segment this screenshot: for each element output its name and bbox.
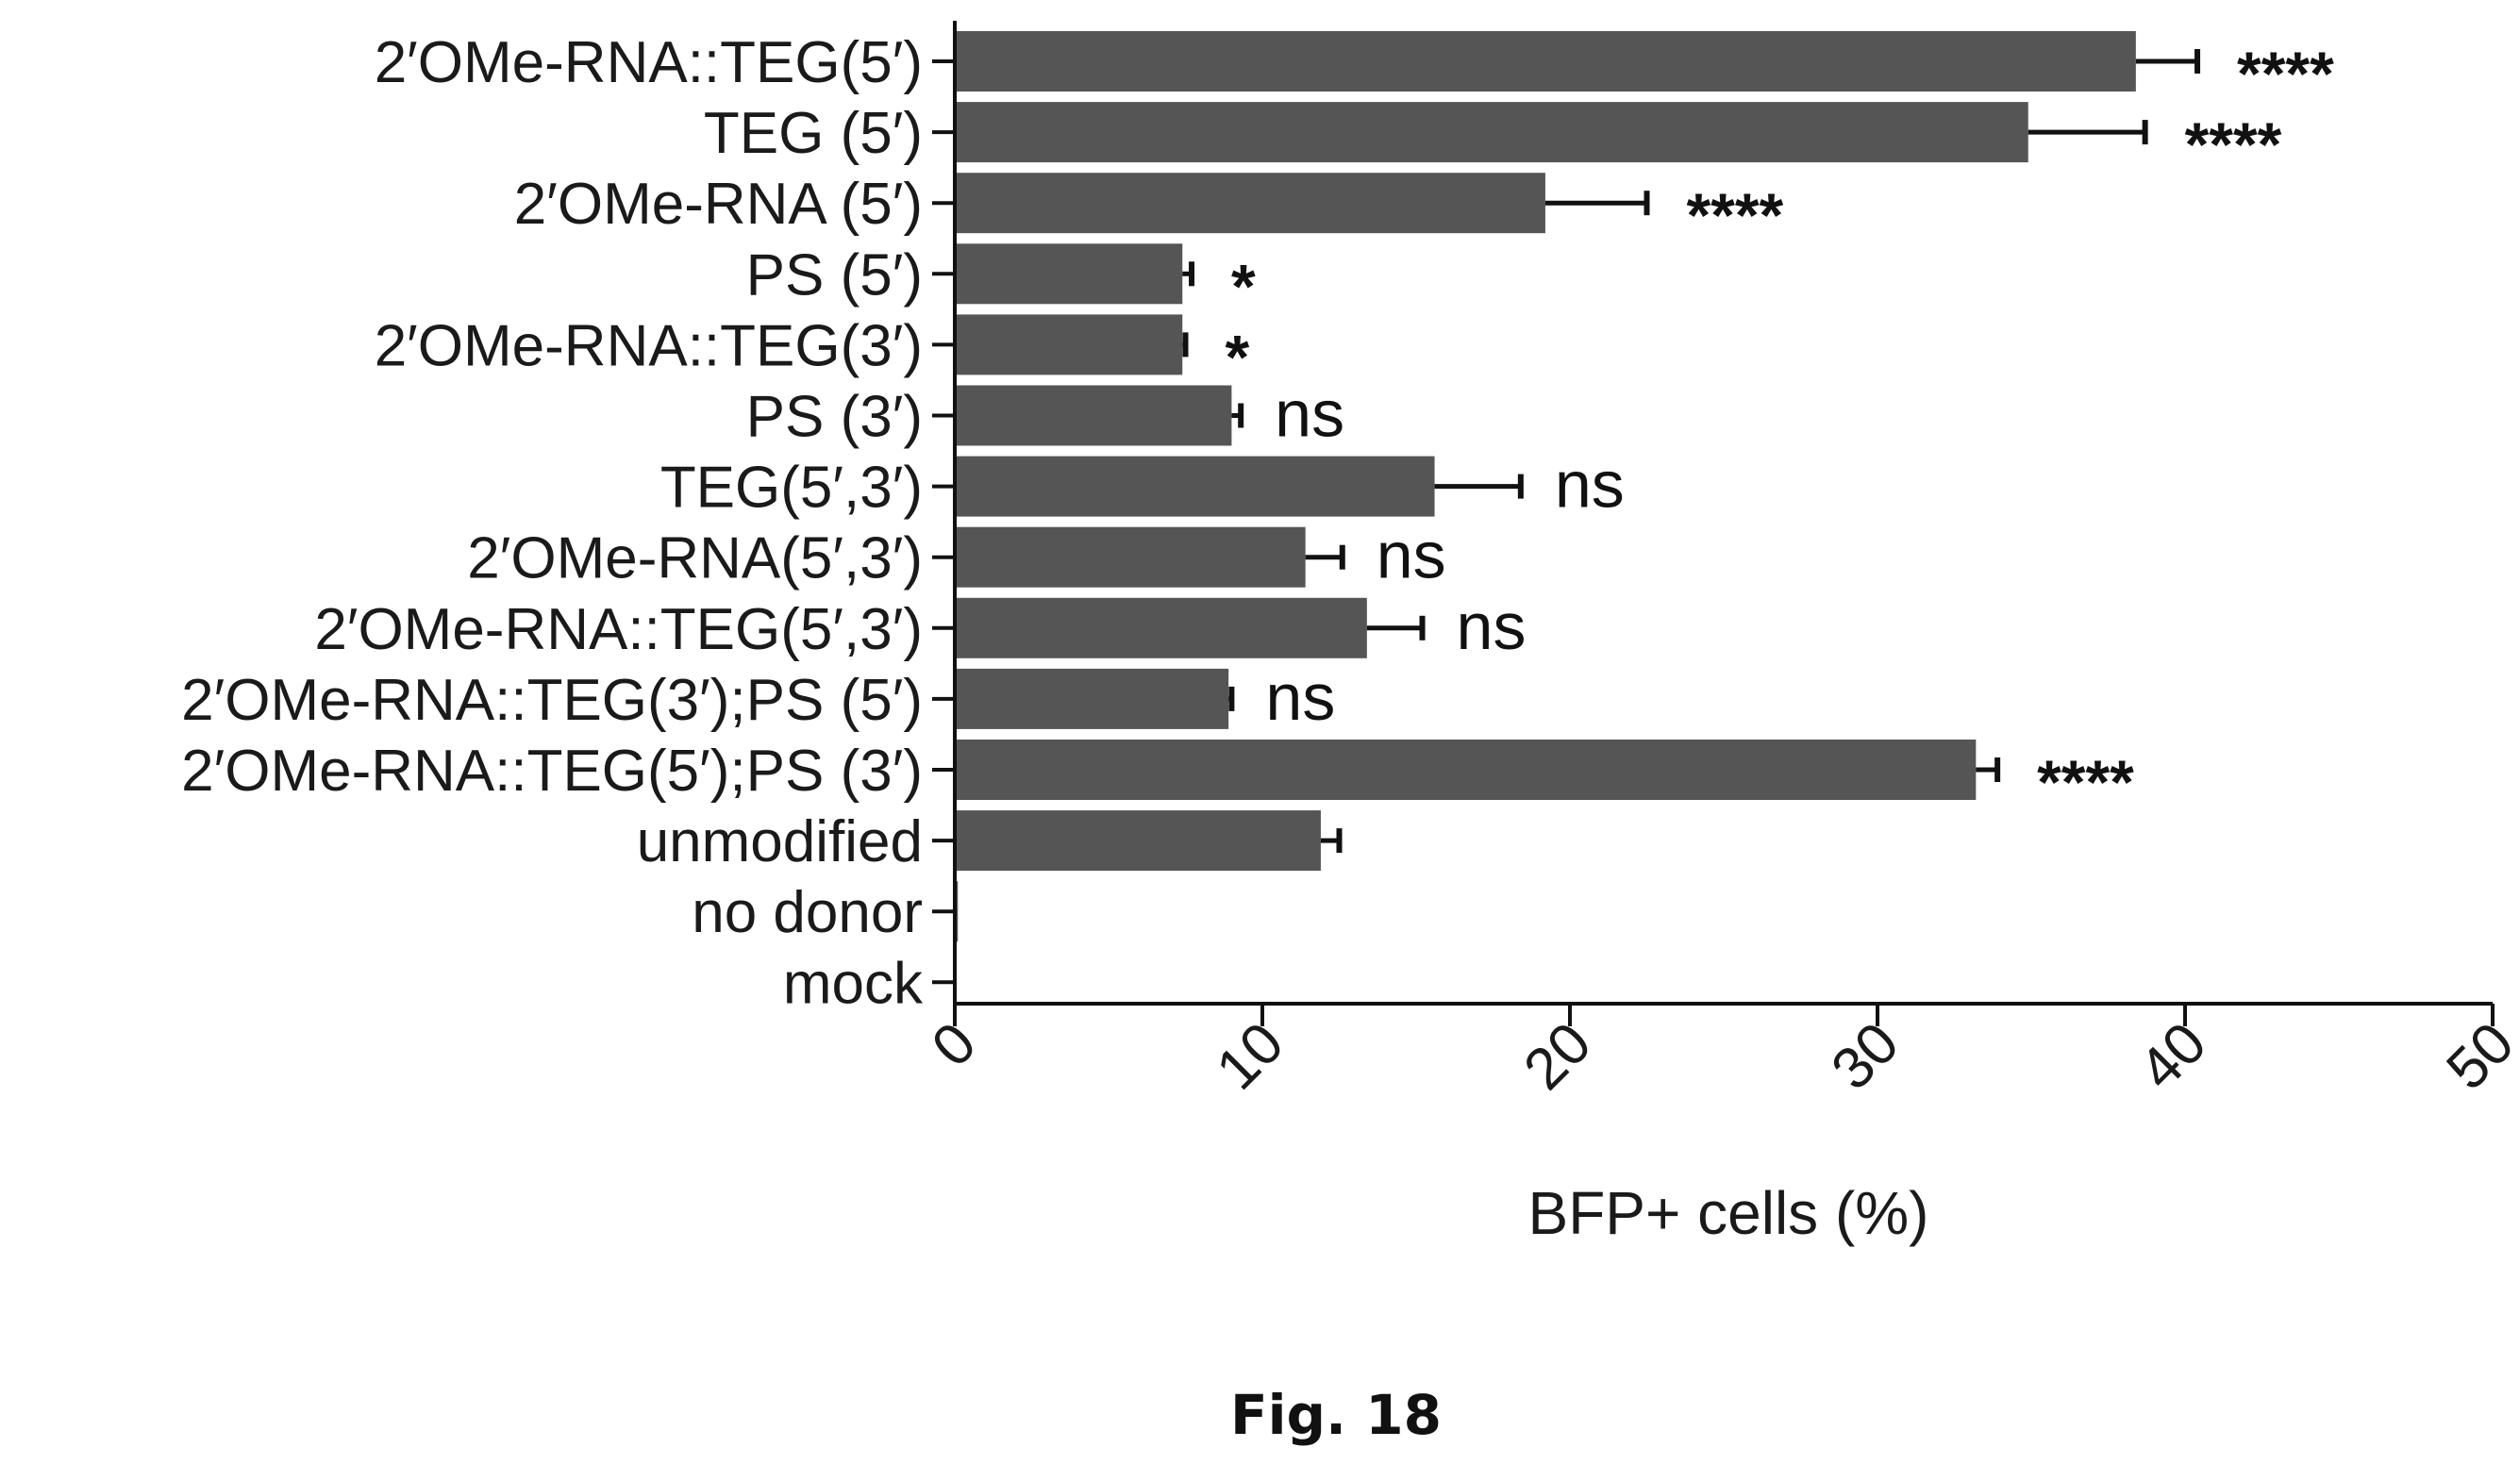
bar: [955, 740, 1977, 800]
error-bar: [1182, 261, 1195, 287]
category-label: 2′OMe-RNA::TEG(5′);PS (3′): [181, 739, 923, 804]
bar: [955, 385, 1232, 446]
category-label: 2′OMe-RNA(5′,3′): [467, 526, 923, 591]
figure-caption: Fig. 18: [1230, 1383, 1442, 1447]
category-label: TEG (5′): [704, 101, 923, 166]
category-label: PS (5′): [746, 242, 923, 308]
bar: [955, 526, 1306, 588]
category-label: PS (3′): [746, 385, 923, 450]
significance-label: ****: [1687, 180, 1784, 250]
error-bar: [1320, 828, 1343, 854]
error-bar: [2135, 49, 2201, 74]
bar: [955, 810, 1321, 872]
bar: [955, 31, 2136, 92]
significance-label: ns: [1457, 590, 1527, 663]
x-axis-title: BFP+ cells (%): [1528, 1179, 1929, 1247]
significance-label: *: [1231, 251, 1256, 321]
error-bar: [1305, 544, 1345, 570]
bar: [955, 597, 1367, 658]
significance-label: ns: [1377, 519, 1446, 592]
error-bar: [1434, 474, 1524, 499]
category-label: no donor: [692, 880, 923, 945]
x-tick-label: 40: [2127, 1010, 2219, 1103]
error-bar: [1228, 686, 1235, 711]
error-bars-group: [1182, 49, 2201, 854]
error-bar: [2028, 120, 2148, 145]
category-label: 2′OMe-RNA::TEG(5′): [375, 30, 923, 95]
significance-label: ns: [1275, 377, 1344, 451]
x-tick-label: 20: [1511, 1010, 1604, 1103]
significance-label: ns: [1555, 448, 1625, 522]
bar: [955, 243, 1183, 305]
category-label: unmodified: [637, 809, 923, 874]
bar: [955, 173, 1545, 234]
axes-group: [932, 21, 2495, 1026]
x-tick-label: 10: [1204, 1010, 1296, 1103]
significance-label: ****: [2185, 109, 2282, 179]
x-tick-label: 50: [2434, 1010, 2520, 1103]
error-bar: [1182, 332, 1189, 358]
error-bar: [1231, 403, 1244, 428]
significance-label: *: [1226, 322, 1250, 391]
bar: [955, 314, 1183, 375]
bar: [955, 668, 1229, 729]
significance-label: ns: [1265, 660, 1335, 734]
significance-label: ****: [2037, 747, 2134, 817]
category-label: 2′OMe-RNA::TEG(5′,3′): [314, 597, 923, 662]
category-label: 2′OMe-RNA::TEG(3′): [375, 313, 923, 378]
bars-group: [955, 31, 2136, 942]
category-label: 2′OMe-RNA (5′): [514, 172, 923, 237]
category-label: 2′OMe-RNA::TEG(3′);PS (5′): [181, 668, 923, 733]
x-tick-label: 30: [1819, 1010, 1911, 1103]
significance-label: ****: [2237, 39, 2334, 108]
category-label: TEG(5′,3′): [660, 456, 923, 521]
category-label: mock: [783, 951, 924, 1016]
bar: [955, 456, 1435, 517]
category-labels-group: 2′OMe-RNA::TEG(5′)TEG (5′)2′OMe-RNA (5′)…: [181, 30, 924, 1016]
error-bar: [1366, 615, 1426, 640]
error-bar: [1544, 191, 1650, 216]
error-bar: [1976, 757, 2001, 782]
x-tick-labels-group: 0 10 20 30 40 50: [920, 1010, 2520, 1103]
bar: [955, 102, 2028, 163]
